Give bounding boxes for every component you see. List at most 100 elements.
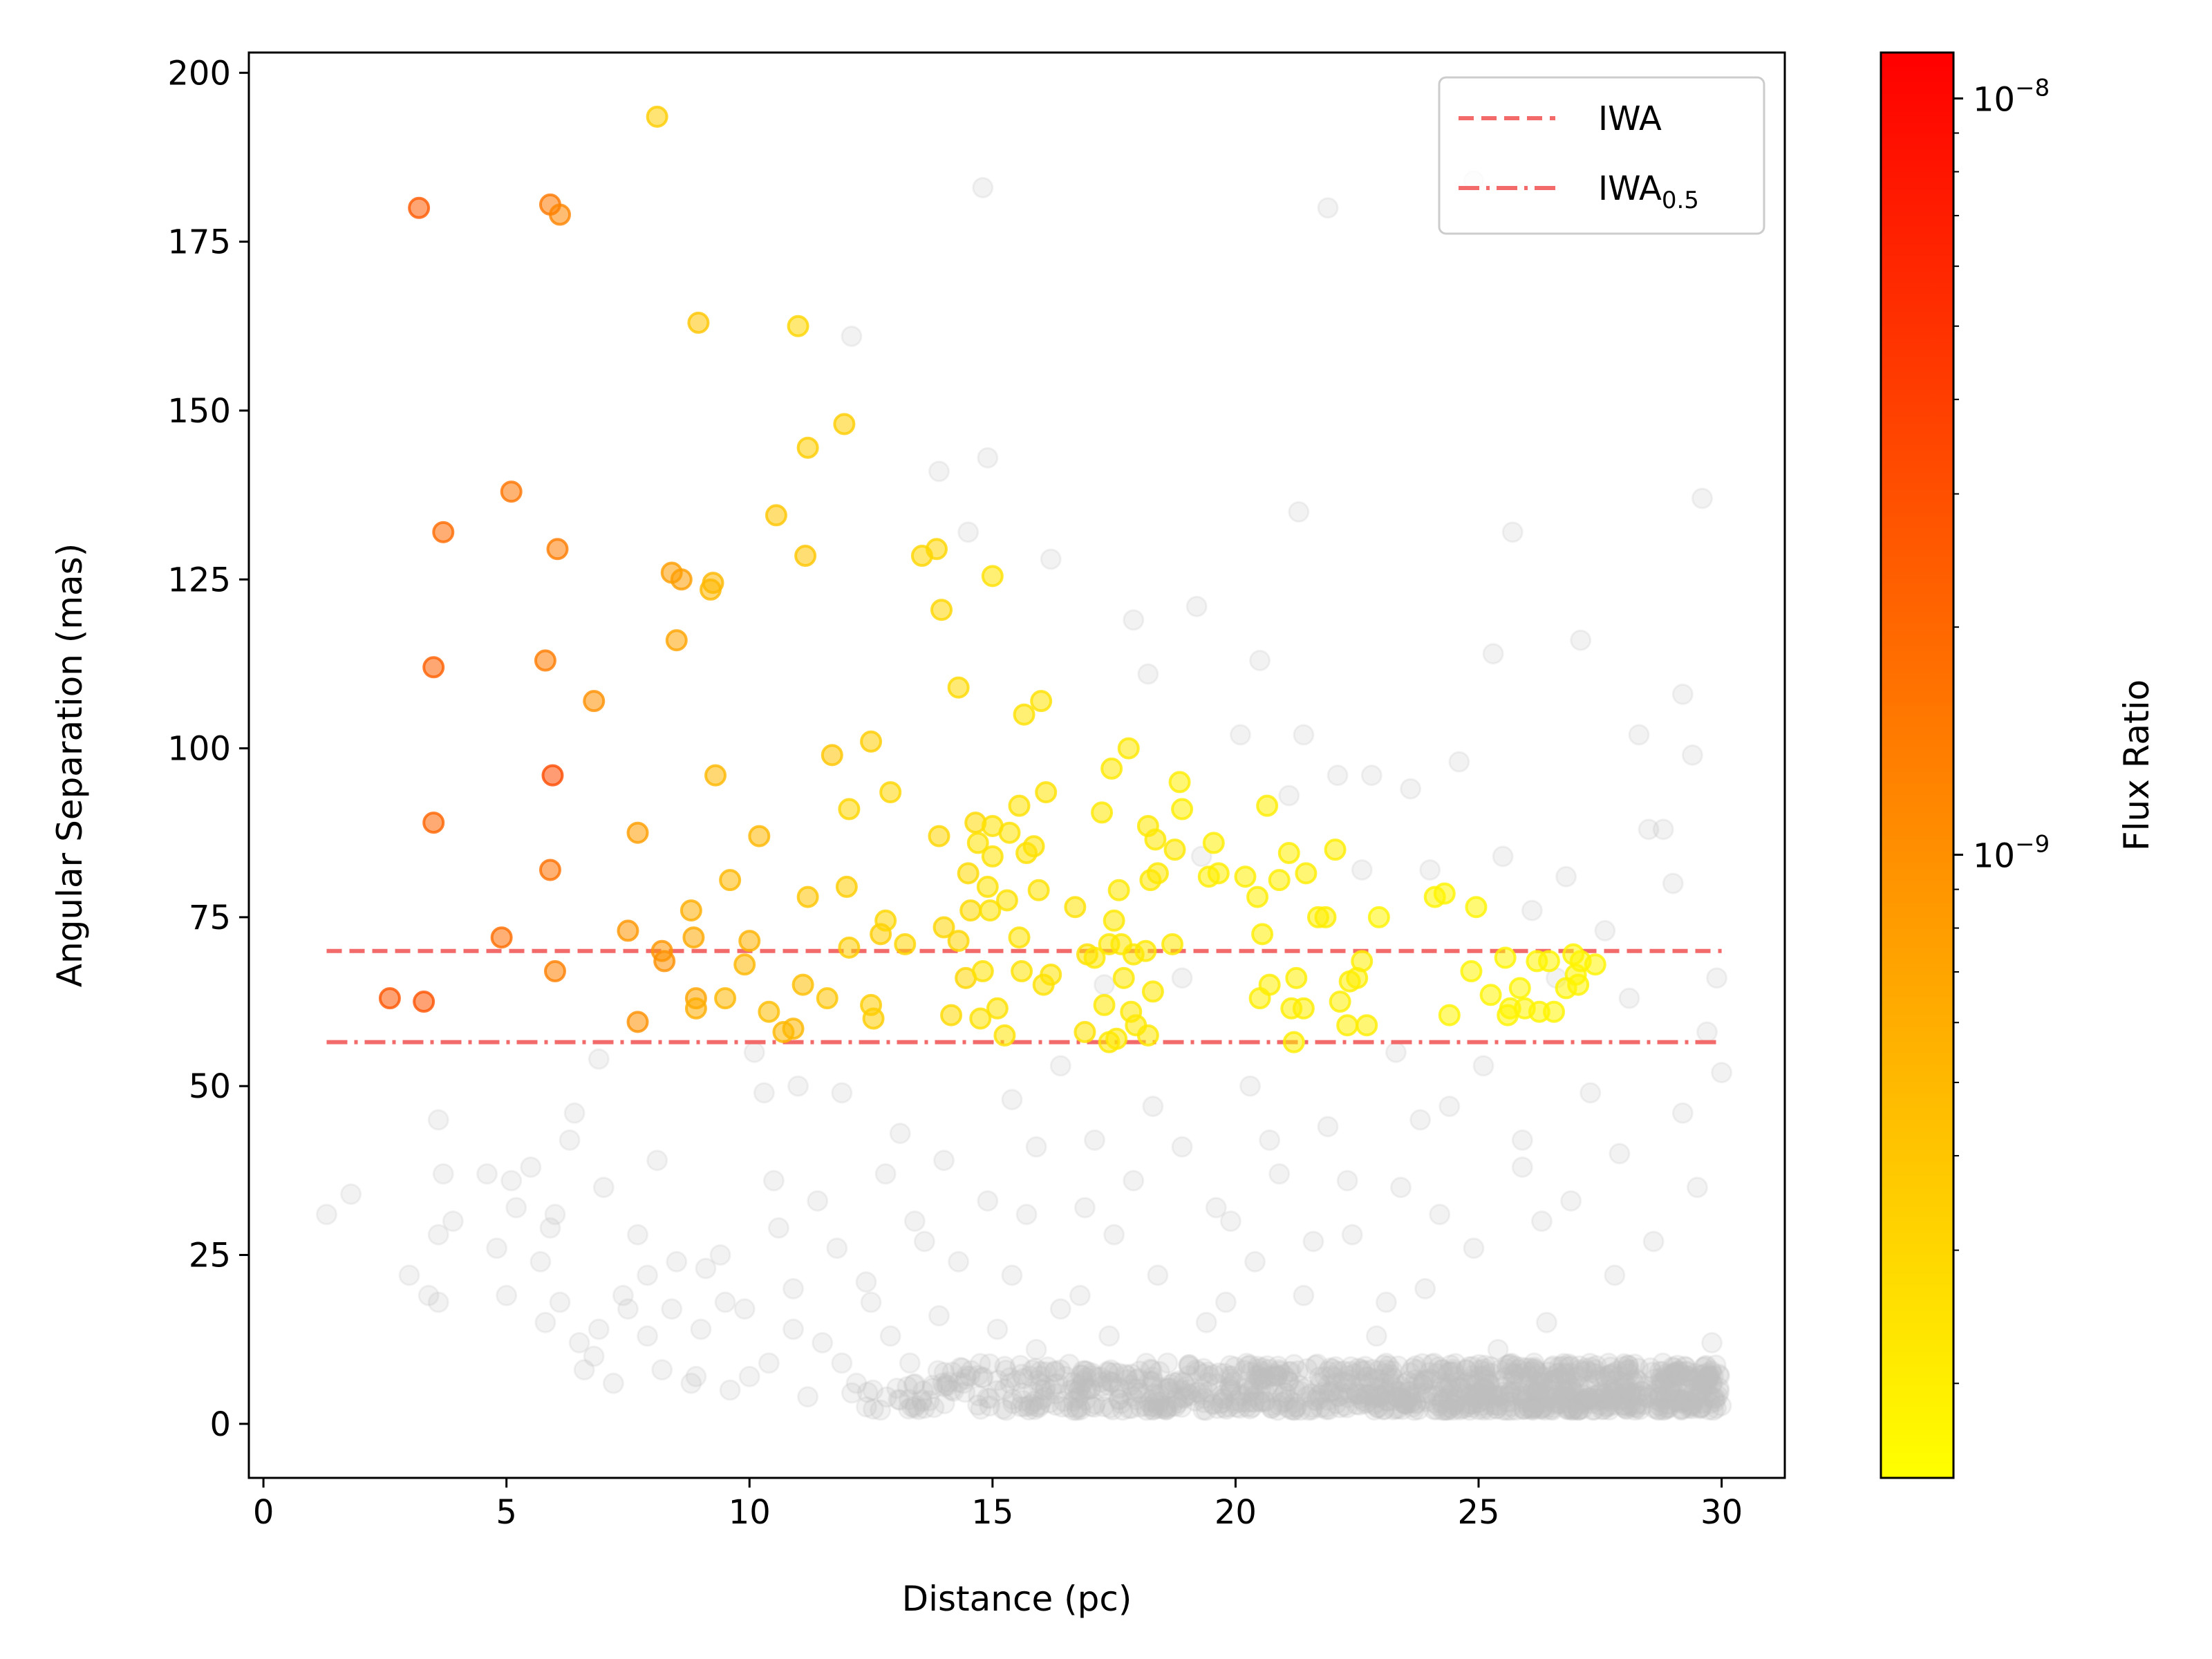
background-point (1469, 1359, 1491, 1381)
background-point (1142, 1370, 1164, 1392)
background-point (637, 1325, 659, 1347)
background-point (1018, 1395, 1040, 1417)
background-point (1185, 1359, 1207, 1381)
background-point (1590, 1389, 1612, 1411)
colorbar-label: Flux Ratio (2117, 679, 2157, 851)
background-point (1251, 1360, 1273, 1382)
background-point (787, 1075, 809, 1097)
background-point (1666, 1354, 1688, 1376)
background-point (969, 1353, 991, 1375)
background-point (1035, 1361, 1057, 1383)
background-point (1459, 1374, 1481, 1396)
background-point (1293, 724, 1315, 746)
background-point (1309, 1374, 1331, 1396)
background-point (1512, 1391, 1535, 1413)
background-point (1572, 1384, 1594, 1406)
background-point (1612, 1356, 1634, 1378)
background-point (1456, 1396, 1479, 1418)
background-point (1409, 1109, 1432, 1131)
background-point (1260, 1397, 1282, 1419)
background-point (1561, 1399, 1583, 1421)
background-point (992, 1398, 1014, 1420)
background-point (1557, 1387, 1580, 1409)
y-tick-label: 200 (167, 54, 231, 93)
background-point (1192, 1363, 1215, 1385)
detectable-point (432, 521, 455, 543)
background-point (1357, 1366, 1379, 1388)
background-point (1600, 1391, 1622, 1413)
background-point (1381, 1376, 1403, 1398)
background-point (1531, 1372, 1553, 1394)
background-point (1031, 1379, 1053, 1401)
background-point (1528, 1371, 1550, 1394)
background-point (1116, 1365, 1138, 1387)
background-point (1706, 967, 1728, 989)
background-point (1423, 1352, 1445, 1374)
background-point (1579, 1389, 1601, 1411)
background-point (782, 1277, 805, 1300)
background-point (1461, 1356, 1483, 1378)
detectable-point (1091, 801, 1114, 824)
detectable-point (1027, 879, 1050, 901)
background-point (1539, 1386, 1561, 1408)
background-point (1103, 1224, 1125, 1246)
background-point (1698, 1365, 1720, 1387)
background-point (1205, 1197, 1227, 1219)
background-point (1531, 1396, 1553, 1418)
detectable-point (646, 105, 668, 128)
background-point (1241, 1396, 1263, 1418)
background-point (955, 1368, 977, 1390)
background-point (1496, 1391, 1518, 1413)
background-point (782, 1318, 805, 1340)
background-point (1597, 1396, 1620, 1418)
background-point (1662, 872, 1684, 894)
detectable-point (879, 781, 902, 804)
background-point (1327, 1385, 1349, 1407)
background-point (1580, 1362, 1602, 1384)
background-point (1656, 1383, 1678, 1405)
background-point (1698, 1398, 1720, 1421)
background-point (1405, 1369, 1427, 1391)
background-point (1618, 987, 1640, 1009)
background-point (1477, 1380, 1499, 1403)
background-point (1280, 1360, 1302, 1382)
background-point (949, 1356, 971, 1378)
background-point (1025, 1396, 1047, 1418)
background-point (1067, 1380, 1089, 1402)
background-point (1701, 1332, 1723, 1354)
background-point (1098, 1325, 1121, 1347)
background-point (1548, 1356, 1571, 1378)
background-point (1620, 1381, 1642, 1403)
background-point (1110, 1383, 1132, 1405)
background-point (1137, 663, 1159, 685)
background-point (1443, 1394, 1465, 1416)
background-point (901, 1396, 923, 1418)
background-point (1116, 1369, 1138, 1391)
background-point (1067, 1387, 1089, 1409)
background-point (1615, 1398, 1638, 1421)
background-point (862, 1398, 884, 1420)
background-point (1336, 1170, 1358, 1192)
background-point (1641, 1361, 1663, 1383)
detectable-point (838, 798, 861, 821)
detectable-point (1433, 882, 1456, 905)
background-point (1471, 1378, 1493, 1400)
background-point (1378, 1355, 1400, 1377)
background-point (1568, 1399, 1590, 1421)
background-point (1394, 1393, 1416, 1415)
background-point (1332, 1371, 1354, 1393)
detectable-point (796, 885, 819, 908)
background-point (1471, 1384, 1493, 1406)
background-point (1102, 1399, 1124, 1421)
background-point (1076, 1367, 1098, 1389)
background-point (1685, 1387, 1707, 1409)
background-point (918, 1389, 940, 1412)
background-point (1341, 1224, 1363, 1246)
background-point (1254, 1382, 1276, 1404)
detectable-point (687, 311, 710, 334)
background-point (1459, 1368, 1481, 1390)
background-point (1699, 1385, 1721, 1407)
background-point (1576, 1360, 1598, 1382)
background-point (1393, 1391, 1415, 1414)
